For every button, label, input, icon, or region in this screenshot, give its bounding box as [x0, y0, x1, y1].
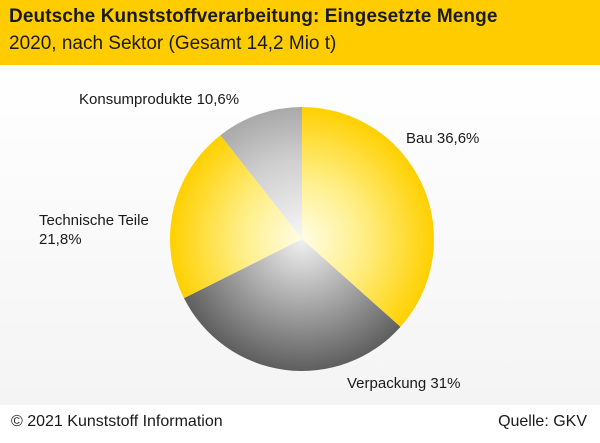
slice-label-technische-teile-name: Technische Teile: [39, 212, 149, 229]
slice-label-technische-teile-value: 21,8%: [39, 231, 82, 248]
slice-label-technische-teile: Technische Teile 21,8%: [39, 211, 149, 249]
copyright-text: © 2021 Kunststoff Information: [11, 413, 223, 430]
slice-label-verpackung: Verpackung 31%: [347, 375, 461, 392]
chart-title: Deutsche Kunststoffverarbeitung: Eingese…: [9, 6, 498, 27]
pie-slice-konsumprodukte: [220, 107, 302, 239]
footer: © 2021 Kunststoff Information Quelle: GK…: [0, 405, 600, 443]
pie-slice-verpackung: [184, 239, 401, 371]
pie-slice-bau: [302, 107, 435, 327]
source-text: Quelle: GKV: [498, 413, 587, 430]
slice-label-konsumprodukte: Konsumprodukte 10,6%: [79, 91, 240, 108]
pie-slice-technische-teile: [170, 135, 302, 299]
header-bar: Deutsche Kunststoffverarbeitung: Eingese…: [0, 0, 600, 65]
slice-label-bau: Bau 36,6%: [406, 130, 480, 147]
chart-subtitle: 2020, nach Sektor (Gesamt 14,2 Mio t): [9, 33, 337, 54]
